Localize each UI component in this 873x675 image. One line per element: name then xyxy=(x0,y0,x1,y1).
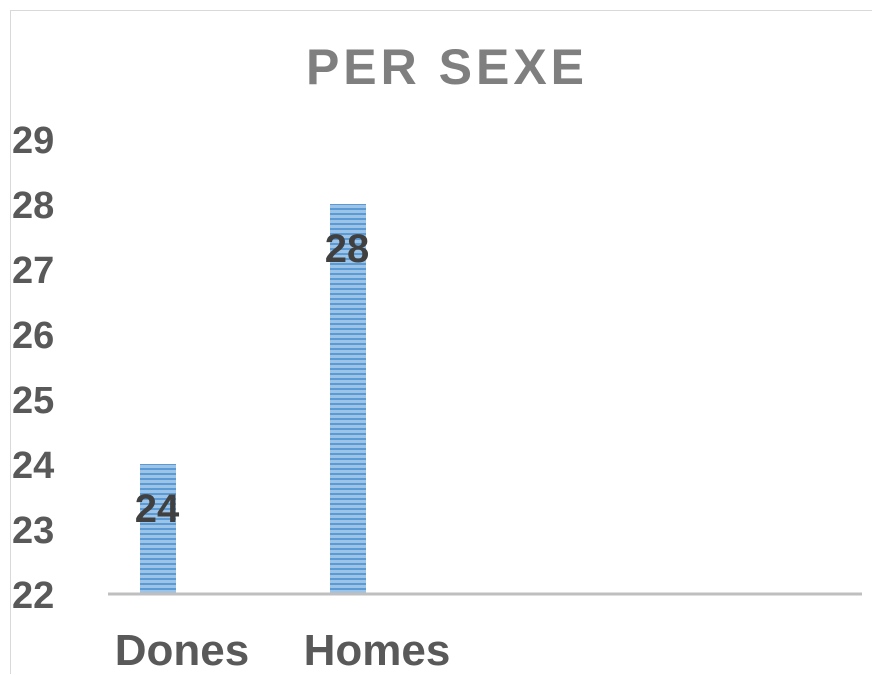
y-tick-label: 24 xyxy=(12,445,54,487)
y-tick-label: 27 xyxy=(12,250,54,292)
data-labels: 24 28 xyxy=(135,227,370,531)
category-labels: Dones Homes xyxy=(115,626,451,675)
y-tick-label: 29 xyxy=(12,120,54,162)
category-label: Dones xyxy=(115,626,249,675)
y-tick-label: 26 xyxy=(12,315,54,357)
chart-title: PER SEXE xyxy=(306,39,588,95)
y-tick-label: 25 xyxy=(12,380,54,422)
y-axis-ticks: 22 23 24 25 26 27 28 29 xyxy=(12,120,54,617)
y-tick-label: 22 xyxy=(12,575,54,617)
data-label: 24 xyxy=(135,487,180,531)
y-tick-label: 23 xyxy=(12,510,54,552)
y-tick-label: 28 xyxy=(12,185,54,227)
bar-dones xyxy=(140,464,176,594)
bar-homes xyxy=(330,204,366,594)
bars xyxy=(140,204,366,594)
chart-frame xyxy=(10,10,872,674)
category-label: Homes xyxy=(304,626,451,675)
data-label: 28 xyxy=(325,227,370,271)
